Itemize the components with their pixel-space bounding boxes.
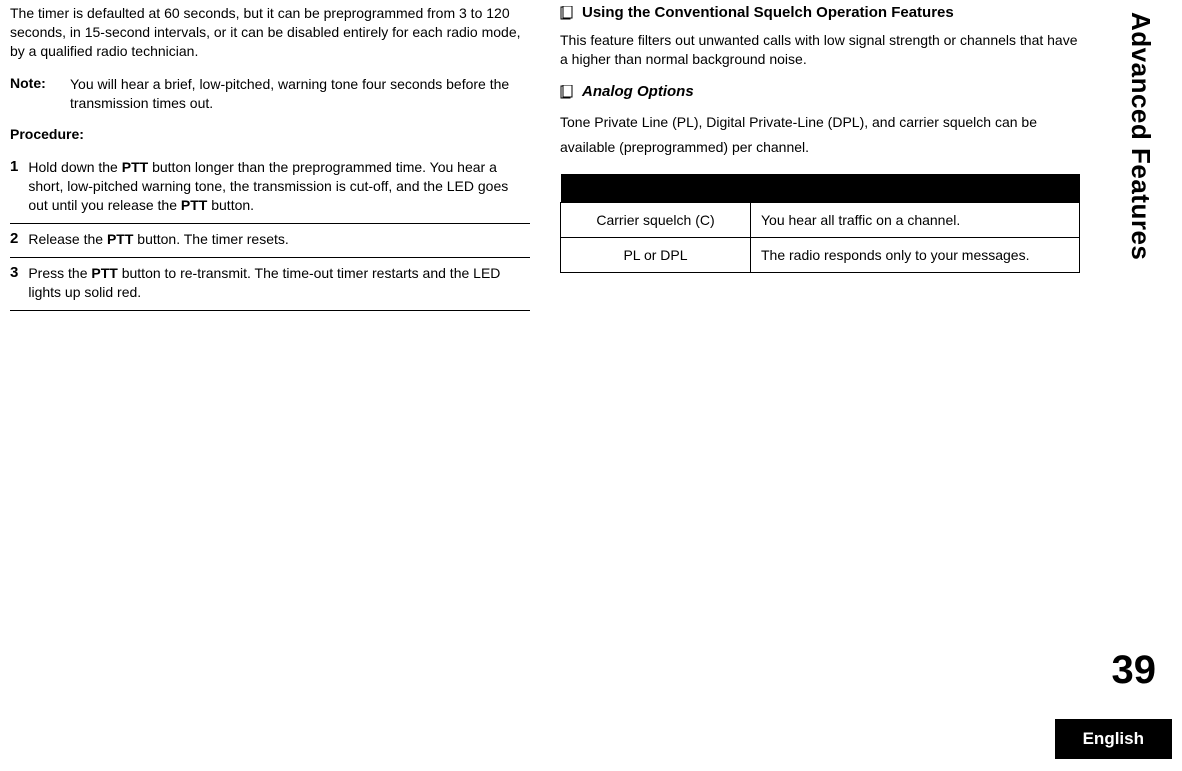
- options-table: Carrier squelch (C) You hear all traffic…: [560, 174, 1080, 273]
- step-number: 2: [10, 230, 18, 247]
- table-cell: The radio responds only to your messages…: [751, 237, 1080, 272]
- step-number: 1: [10, 158, 18, 175]
- page-content: The timer is defaulted at 60 seconds, bu…: [0, 0, 1182, 311]
- procedure-step: 1 Hold down the PTT button longer than t…: [10, 152, 530, 224]
- language-tab: English: [1055, 719, 1172, 759]
- procedure-step: 3 Press the PTT button to re-transmit. T…: [10, 258, 530, 311]
- subheading-text: Analog Options: [582, 83, 694, 100]
- note-text: You will hear a brief, low-pitched, warn…: [70, 75, 530, 113]
- note-label: Note:: [10, 75, 70, 113]
- step-text: Hold down the PTT button longer than the…: [28, 158, 530, 215]
- intro-paragraph: The timer is defaulted at 60 seconds, bu…: [10, 4, 530, 61]
- squelch-paragraph: This feature filters out unwanted calls …: [560, 31, 1080, 69]
- section-tab: Advanced Features: [1125, 12, 1156, 260]
- subheading-squelch: Using the Conventional Squelch Operation…: [560, 4, 1080, 21]
- step-text-bold: PTT: [107, 231, 133, 247]
- table-row: PL or DPL The radio responds only to you…: [561, 237, 1080, 272]
- step-text-part: button. The timer resets.: [133, 231, 288, 247]
- subheading-text: Using the Conventional Squelch Operation…: [582, 4, 954, 21]
- heading-line1: Using the Conventional Squelch Operation: [582, 4, 887, 21]
- table-header-cell: [751, 174, 1080, 202]
- step-text: Press the PTT button to re-transmit. The…: [28, 264, 530, 302]
- analog-paragraph: Tone Private Line (PL), Digital Private-…: [560, 110, 1080, 160]
- subheading-analog: Analog Options: [560, 83, 1080, 100]
- step-text-part: Press the: [28, 265, 91, 281]
- document-icon: [560, 6, 574, 20]
- page-number: 39: [1112, 648, 1157, 693]
- table-cell: Carrier squelch (C): [561, 202, 751, 237]
- step-number: 3: [10, 264, 18, 281]
- step-text-part: Release the: [28, 231, 107, 247]
- note-row: Note: You will hear a brief, low-pitched…: [10, 75, 530, 113]
- table-cell: PL or DPL: [561, 237, 751, 272]
- document-icon: [560, 85, 574, 99]
- step-text-bold: PTT: [91, 265, 117, 281]
- table-header-cell: [561, 174, 751, 202]
- table-row: Carrier squelch (C) You hear all traffic…: [561, 202, 1080, 237]
- left-column: The timer is defaulted at 60 seconds, bu…: [10, 4, 530, 311]
- step-text-part: Hold down the: [28, 159, 121, 175]
- right-column: Using the Conventional Squelch Operation…: [560, 4, 1080, 311]
- heading-line2: Features: [891, 4, 954, 21]
- step-text: Release the PTT button. The timer resets…: [28, 230, 288, 249]
- step-text-bold: PTT: [122, 159, 148, 175]
- procedure-step: 2 Release the PTT button. The timer rese…: [10, 224, 530, 258]
- table-header-row: [561, 174, 1080, 202]
- step-text-part: button.: [207, 197, 254, 213]
- step-text-bold: PTT: [181, 197, 207, 213]
- table-cell: You hear all traffic on a channel.: [751, 202, 1080, 237]
- procedure-label: Procedure:: [10, 126, 530, 142]
